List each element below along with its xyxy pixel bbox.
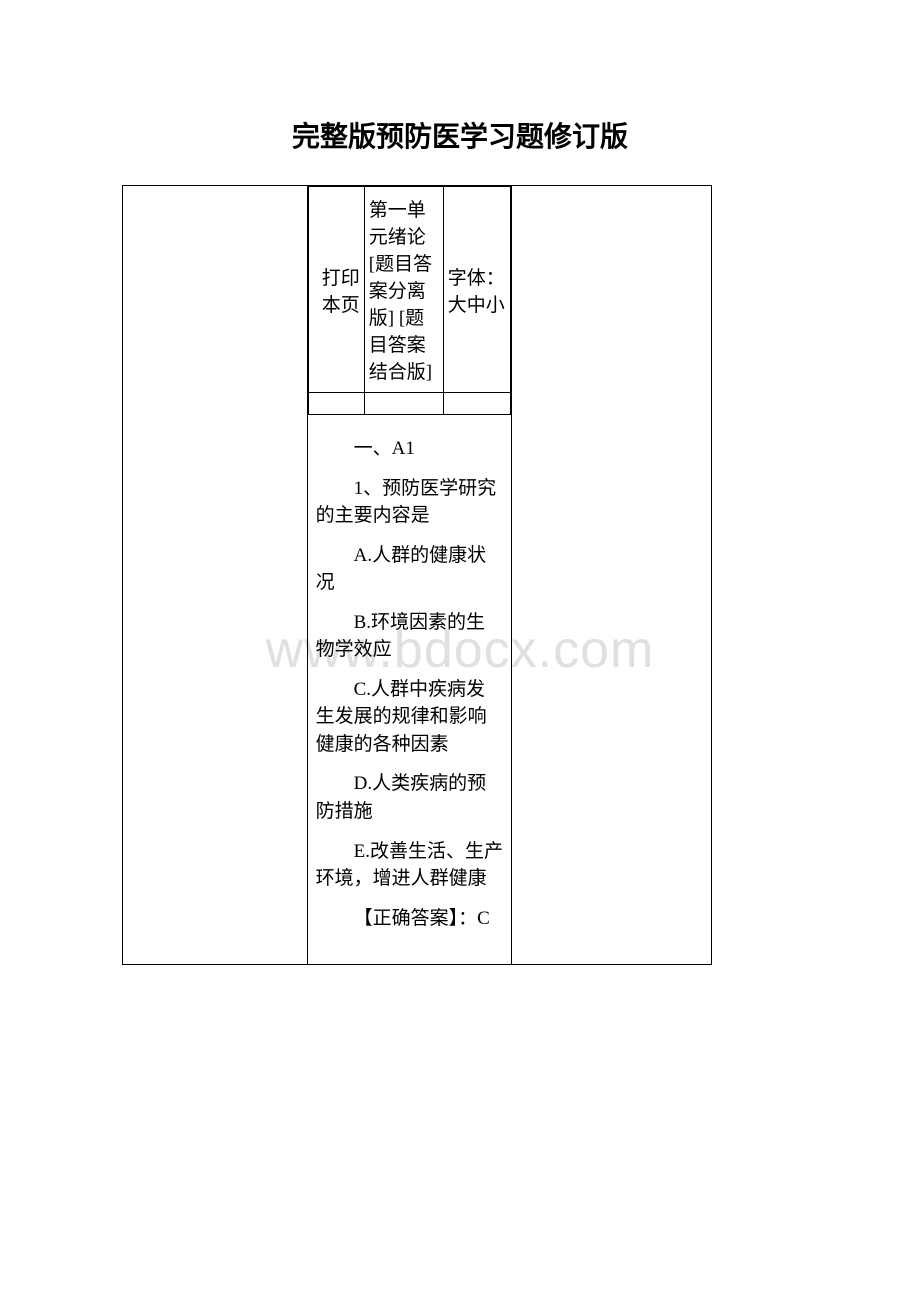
- fontsize-cell: 字体：大中小: [443, 187, 511, 393]
- section-heading: 一、A1: [316, 435, 504, 463]
- main-layout-table: 打印本页 第一单元绪论 [题目答案分离版] [题目答案结合版] 字体：大中小 一…: [122, 185, 712, 965]
- option-d: D.人类疾病的预防措施: [316, 770, 504, 825]
- question-body: 一、A1 1、预防医学研究的主要内容是 A.人群的健康状况 B.环境因素的生物学…: [308, 423, 512, 964]
- spacer-cell: [443, 393, 511, 415]
- spacer-cell: [308, 393, 364, 415]
- version-cell: 第一单元绪论 [题目答案分离版] [题目答案结合版]: [364, 187, 443, 393]
- spacer-cell: [364, 393, 443, 415]
- left-column: [123, 186, 308, 965]
- answer-text: 【正确答案】：C: [316, 905, 504, 933]
- option-c: C.人群中疾病发生发展的规律和影响健康的各种因素: [316, 676, 504, 759]
- option-b: B.环境因素的生物学效应: [316, 609, 504, 664]
- option-e: E.改善生活、生产环境，增进人群健康: [316, 838, 504, 893]
- content-wrapper: 完整版预防医学习题修订版 打印本页 第一单元绪论 [题目答案分离版] [题目答案…: [0, 0, 920, 965]
- question-text: 1、预防医学研究的主要内容是: [316, 475, 504, 530]
- header-table: 打印本页 第一单元绪论 [题目答案分离版] [题目答案结合版] 字体：大中小: [308, 186, 512, 415]
- content-column: 打印本页 第一单元绪论 [题目答案分离版] [题目答案结合版] 字体：大中小 一…: [307, 186, 512, 965]
- option-a: A.人群的健康状况: [316, 542, 504, 597]
- page-title: 完整版预防医学习题修订版: [0, 0, 920, 185]
- print-cell: 打印本页: [308, 187, 364, 393]
- right-column: [512, 186, 712, 965]
